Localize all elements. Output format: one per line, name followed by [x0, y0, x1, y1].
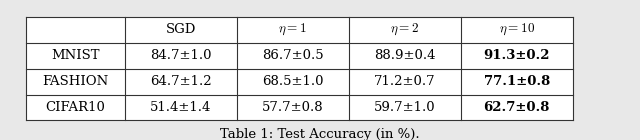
Text: 64.7±1.2: 64.7±1.2 — [150, 75, 212, 88]
Text: $\eta = 2$: $\eta = 2$ — [390, 22, 419, 37]
Text: 59.7±1.0: 59.7±1.0 — [374, 101, 436, 114]
Text: MNIST: MNIST — [51, 49, 99, 62]
Text: SGD: SGD — [166, 23, 196, 36]
Text: 88.9±0.4: 88.9±0.4 — [374, 49, 436, 62]
Text: 77.1±0.8: 77.1±0.8 — [484, 75, 550, 88]
Text: $\eta = 1$: $\eta = 1$ — [278, 22, 307, 37]
Text: FASHION: FASHION — [42, 75, 108, 88]
Text: 62.7±0.8: 62.7±0.8 — [484, 101, 550, 114]
Text: 57.7±0.8: 57.7±0.8 — [262, 101, 324, 114]
Bar — [26, 17, 573, 120]
Text: 84.7±1.0: 84.7±1.0 — [150, 49, 212, 62]
Text: CIFAR10: CIFAR10 — [45, 101, 105, 114]
Text: Table 1: Test Accuracy (in %).: Table 1: Test Accuracy (in %). — [220, 128, 420, 140]
Text: 51.4±1.4: 51.4±1.4 — [150, 101, 211, 114]
Text: 86.7±0.5: 86.7±0.5 — [262, 49, 324, 62]
Text: $\eta = 10$: $\eta = 10$ — [499, 22, 535, 37]
Text: 68.5±1.0: 68.5±1.0 — [262, 75, 324, 88]
Text: 71.2±0.7: 71.2±0.7 — [374, 75, 436, 88]
Text: 91.3±0.2: 91.3±0.2 — [484, 49, 550, 62]
